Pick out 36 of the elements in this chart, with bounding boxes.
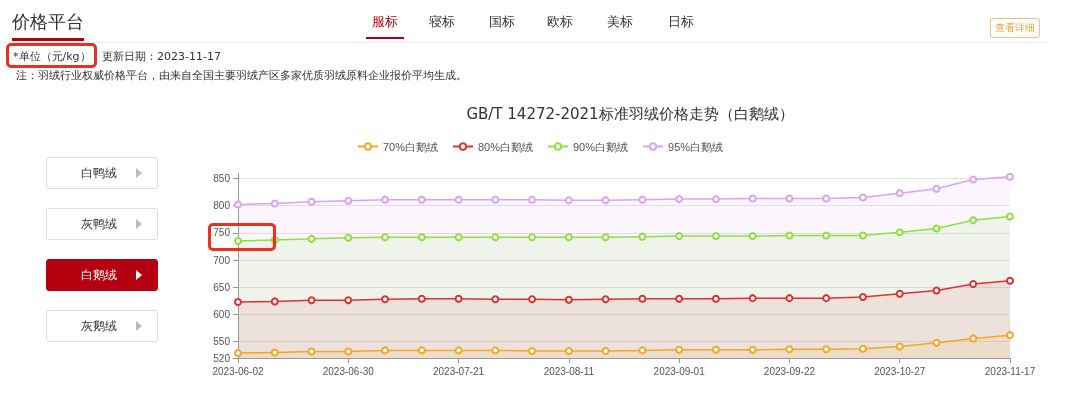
x-tick-label: 2023-09-22 (763, 365, 816, 377)
chart-title: GB/T 14272-2021标准羽绒价格走势（白鹅绒） (466, 104, 794, 123)
text: 更新日期：2023-11-17 (102, 49, 221, 64)
text: 寝标 (429, 13, 455, 31)
text: 白鸭绒 (81, 165, 117, 182)
text: 国标 (489, 13, 515, 31)
x-tick-label: 2023-10-27 (874, 365, 926, 377)
legend-label: 70%白鹅绒 (382, 140, 438, 153)
text: 价格平台 (12, 10, 84, 41)
x-tick-label: 2023-09-01 (653, 365, 706, 377)
x-tick-label: 2023-06-30 (322, 365, 375, 377)
text: 查看详细 (990, 18, 1040, 38)
text: 灰鸭绒 (81, 216, 117, 233)
text: 白鹅绒 (81, 267, 117, 284)
legend-label: 90%白鹅绒 (573, 140, 629, 153)
text: 欧标 (547, 13, 573, 31)
y-tick-label: 600 (213, 308, 231, 320)
y-tick-label: 700 (213, 254, 231, 266)
text: 灰鹅绒 (81, 318, 117, 335)
text: *单位（元/kg） (13, 49, 91, 64)
text: 美标 (607, 13, 633, 31)
x-tick-label: 2023-08-11 (543, 365, 595, 377)
y-tick-label: 750 (213, 227, 231, 239)
text: 注：羽绒行业权威价格平台，由来自全国主要羽绒产区多家优质羽绒原料企业报价平均生成。 (16, 68, 467, 83)
y-tick-label: 520 (213, 352, 231, 364)
legend-label: 95%白鹅绒 (668, 140, 724, 153)
x-tick-label: 2023-07-21 (432, 365, 485, 377)
y-tick-label: 800 (213, 200, 231, 212)
text: 服标 (366, 13, 404, 39)
x-tick-label: 2023-06-02 (212, 365, 265, 377)
legend-label: 80%白鹅绒 (477, 140, 534, 153)
y-tick-label: 850 (213, 172, 231, 184)
y-tick-label: 650 (213, 281, 231, 293)
x-tick-label: 2023-11-17 (984, 365, 1036, 377)
y-tick-label: 550 (213, 336, 231, 348)
text: 日标 (668, 13, 694, 31)
